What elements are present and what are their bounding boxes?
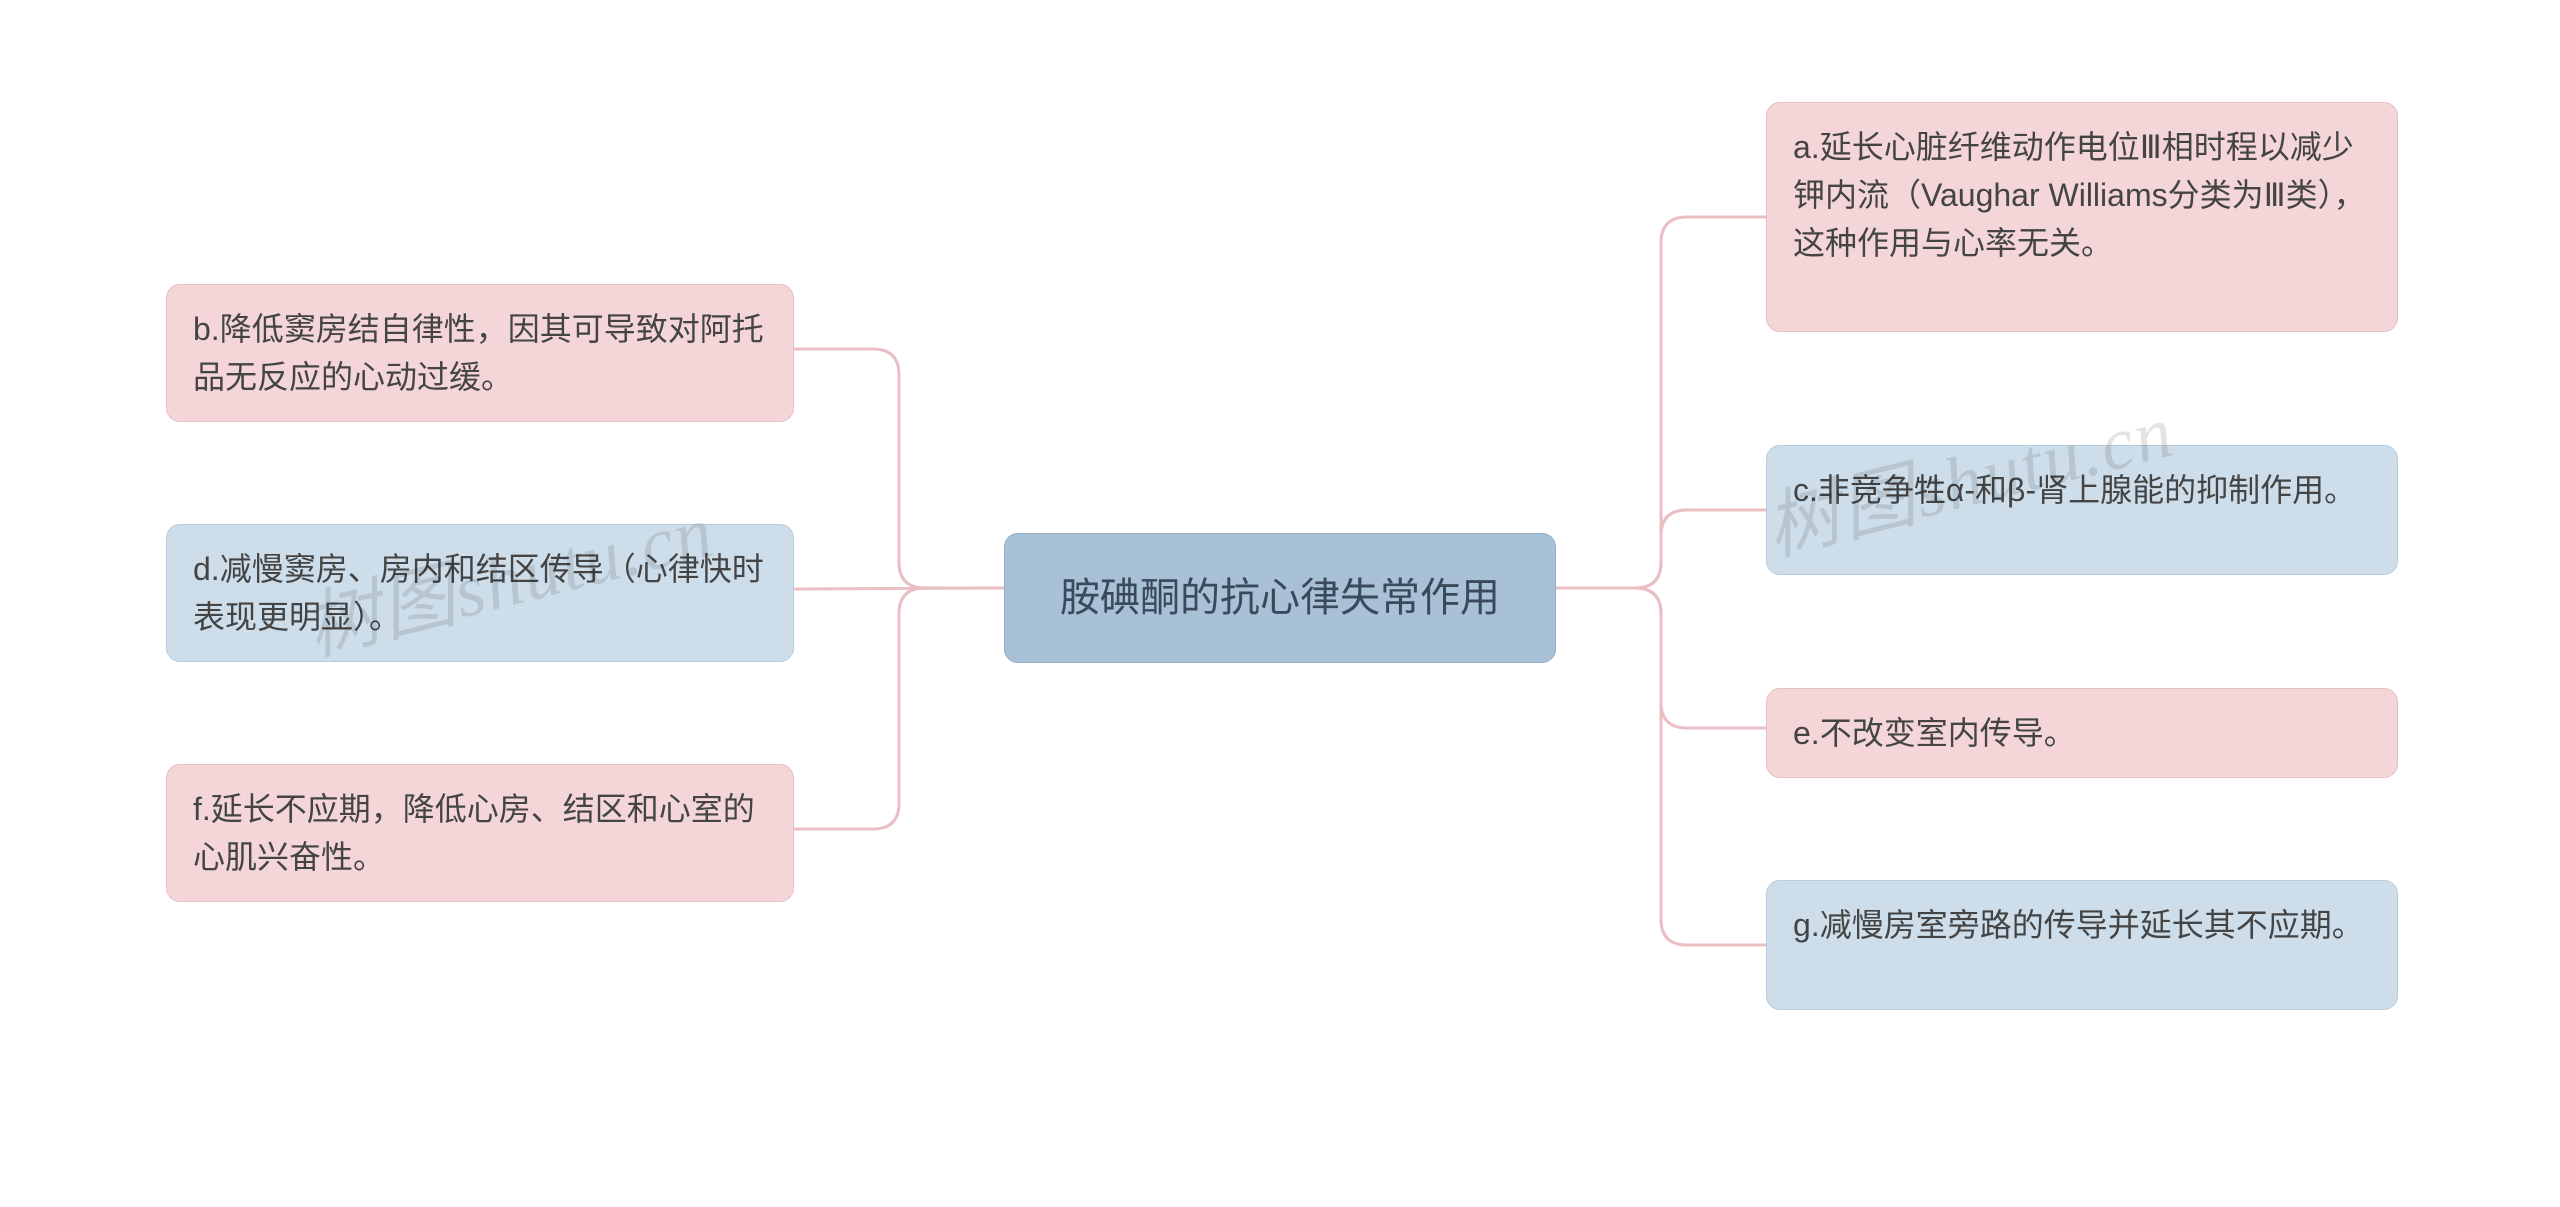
right-node-c-label: c.非竞争牲α-和β-肾上腺能的抑制作用。 [1793,472,2356,508]
left-node-f-label: f.延长不应期，降低心房、结区和心室的心肌兴奋性。 [193,791,755,875]
left-node-d-label: d.减慢窦房、房内和结区传导（心律快时表现更明显）。 [193,551,764,635]
center-node-label: 胺碘酮的抗心律失常作用 [1060,576,1500,620]
right-node-g[interactable]: g.减慢房室旁路的传导并延长其不应期。 [1766,880,2398,1010]
left-node-b[interactable]: b.降低窦房结自律性，因其可导致对阿托品无反应的心动过缓。 [166,284,794,422]
left-node-d[interactable]: d.减慢窦房、房内和结区传导（心律快时表现更明显）。 [166,524,794,662]
left-node-b-label: b.降低窦房结自律性，因其可导致对阿托品无反应的心动过缓。 [193,311,764,395]
left-node-f[interactable]: f.延长不应期，降低心房、结区和心室的心肌兴奋性。 [166,764,794,902]
right-node-e[interactable]: e.不改变室内传导。 [1766,688,2398,778]
right-node-a-label: a.延长心脏纤维动作电位Ⅲ相时程以减少钾内流（Vaughar Williams分… [1793,129,2366,261]
right-node-c[interactable]: c.非竞争牲α-和β-肾上腺能的抑制作用。 [1766,445,2398,575]
right-node-e-label: e.不改变室内传导。 [1793,715,2076,751]
center-node[interactable]: 胺碘酮的抗心律失常作用 [1004,533,1556,663]
right-node-a[interactable]: a.延长心脏纤维动作电位Ⅲ相时程以减少钾内流（Vaughar Williams分… [1766,102,2398,332]
right-node-g-label: g.减慢房室旁路的传导并延长其不应期。 [1793,907,2364,943]
